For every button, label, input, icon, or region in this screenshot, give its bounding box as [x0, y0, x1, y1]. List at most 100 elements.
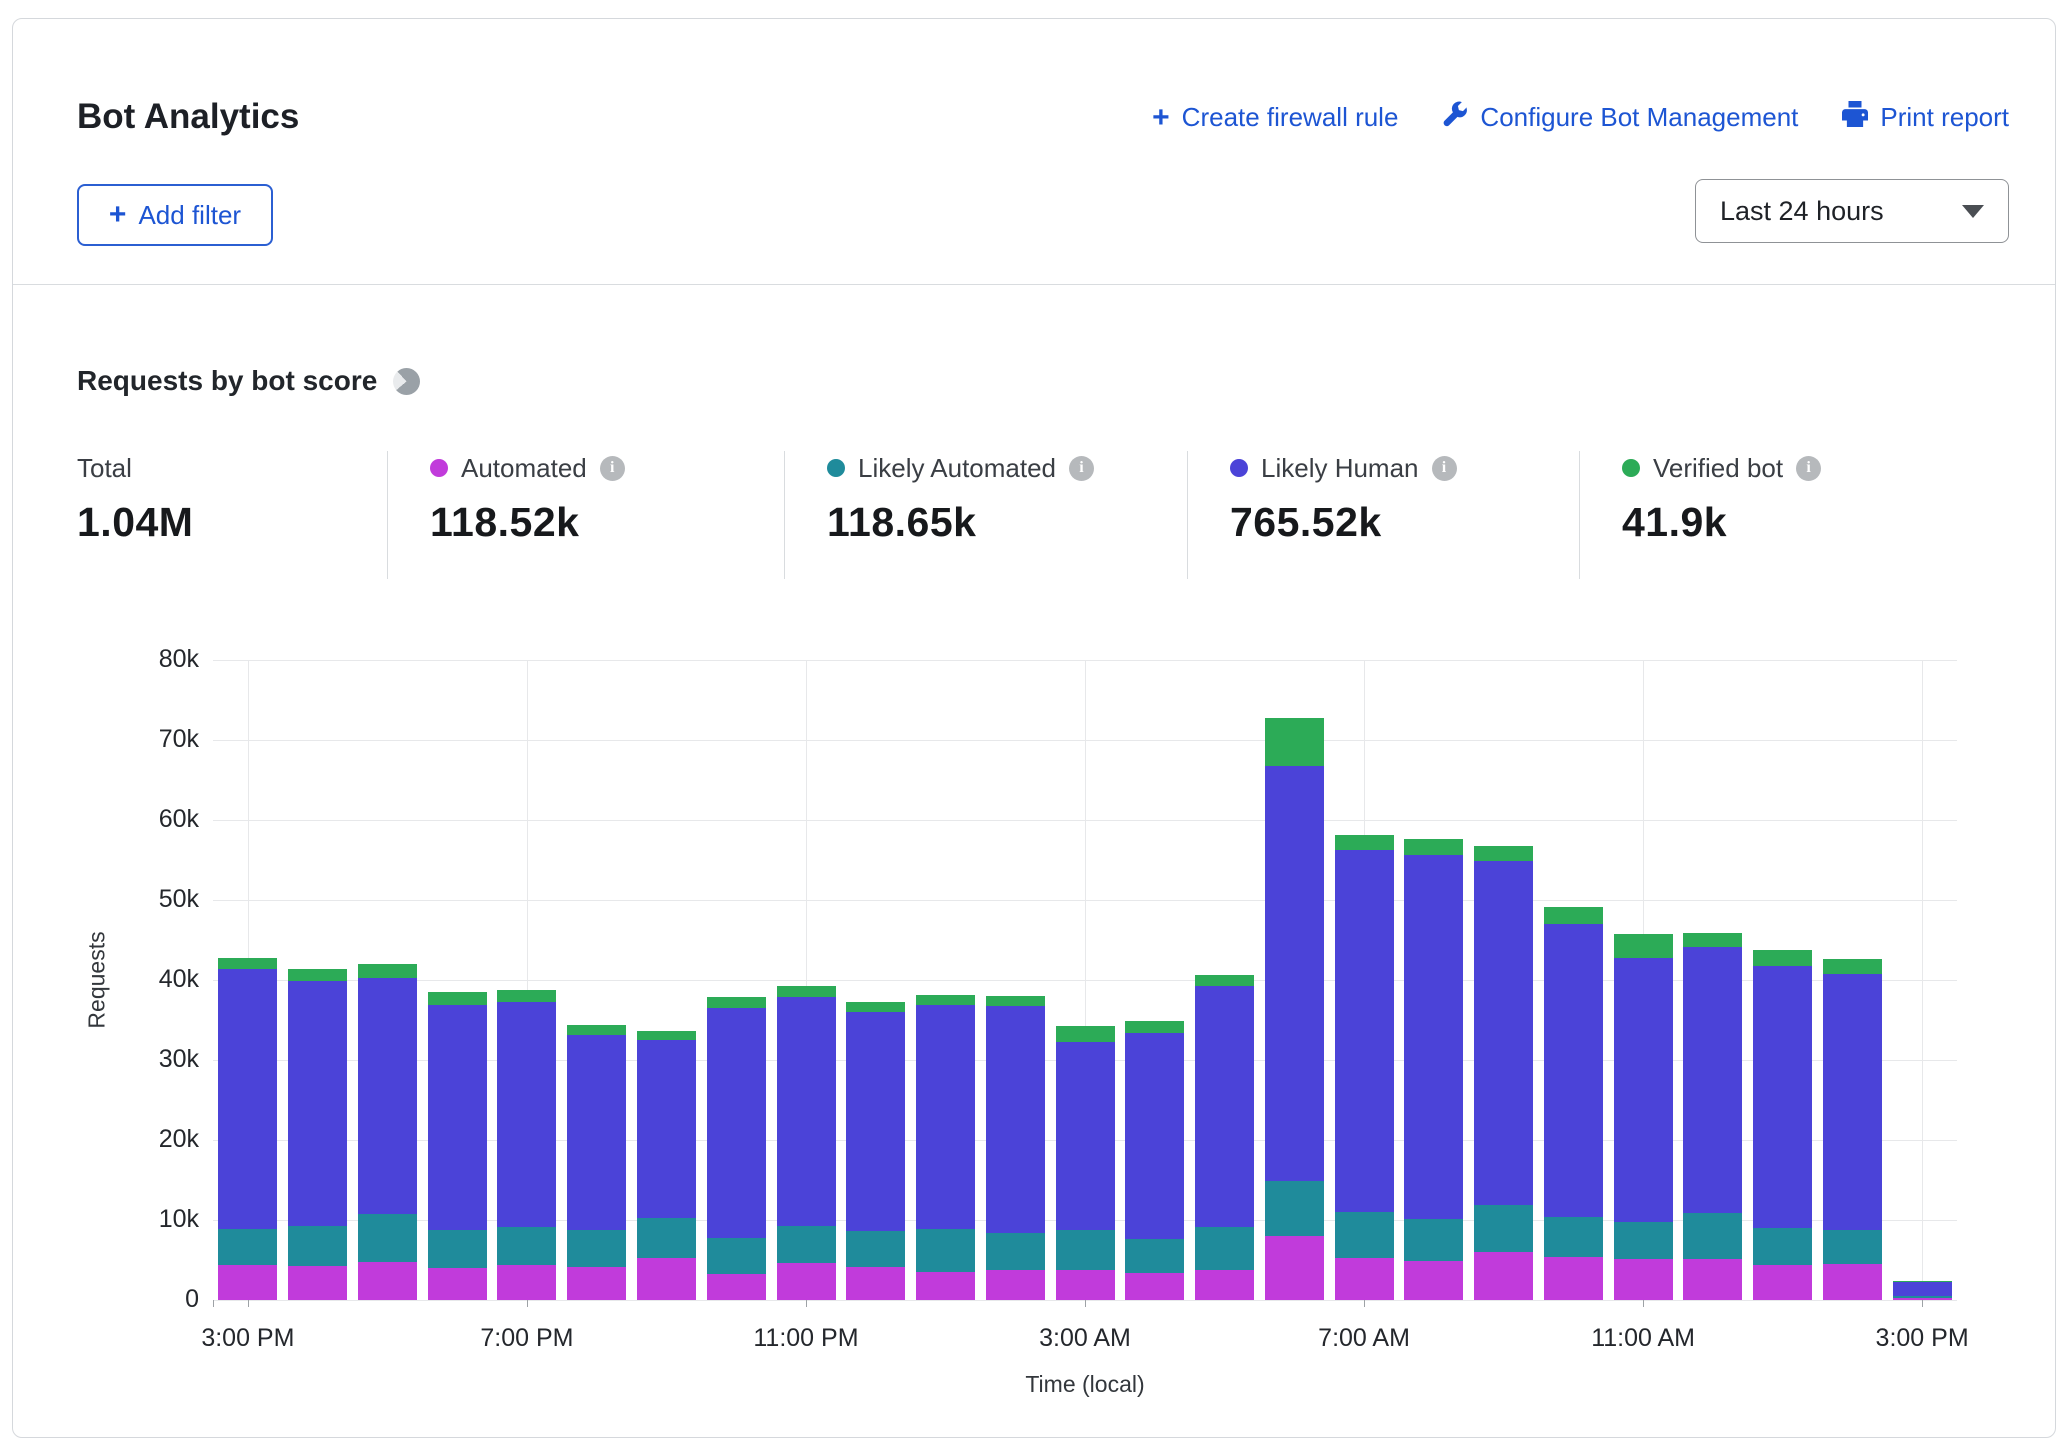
add-filter-button[interactable]: + Add filter [77, 184, 273, 246]
bar-segment-likely-automated [497, 1227, 556, 1265]
bar-segment-verified-bot [1544, 907, 1603, 924]
stacked-bar-hour-2[interactable] [358, 964, 417, 1300]
bar-segment-verified-bot [916, 995, 975, 1005]
bar-segment-likely-human [1614, 958, 1673, 1221]
bar-slot [422, 660, 492, 1300]
section-title: Requests by bot score [77, 365, 420, 397]
stacked-bar-hour-3[interactable] [428, 992, 487, 1300]
legend-dot [1622, 459, 1640, 477]
bar-slot [841, 660, 911, 1300]
bar-segment-likely-human [1265, 766, 1324, 1181]
info-icon[interactable]: i [1432, 456, 1457, 481]
stat-label: Likely Automated [858, 453, 1056, 484]
page-title: Bot Analytics [77, 97, 299, 137]
x-tick-label: 7:00 PM [480, 1324, 573, 1353]
bar-segment-verified-bot [567, 1025, 626, 1035]
y-tick-label: 30k [119, 1045, 199, 1074]
stacked-bar-hour-13[interactable] [1125, 1021, 1184, 1300]
stacked-bar-hour-20[interactable] [1614, 934, 1673, 1300]
stat-value: 41.9k [1622, 499, 1959, 546]
stacked-bar-hour-1[interactable] [288, 969, 347, 1300]
bar-segment-verified-bot [1823, 959, 1882, 973]
bar-segment-likely-human [1544, 924, 1603, 1217]
stacked-bar-hour-8[interactable] [777, 986, 836, 1300]
create-firewall-rule-link[interactable]: + Create firewall rule [1152, 102, 1398, 133]
info-icon[interactable]: i [600, 456, 625, 481]
bar-segment-likely-automated [707, 1238, 766, 1274]
stacked-bar-hour-7[interactable] [707, 997, 766, 1300]
bar-segment-verified-bot [777, 986, 836, 996]
stacked-bar-hour-21[interactable] [1683, 933, 1742, 1300]
bar-slot [1469, 660, 1539, 1300]
time-range-value: Last 24 hours [1720, 196, 1884, 227]
stacked-bar-hour-17[interactable] [1404, 839, 1463, 1300]
info-icon[interactable]: i [1069, 456, 1094, 481]
bar-slot [1608, 660, 1678, 1300]
info-icon[interactable]: i [1796, 456, 1821, 481]
bar-segment-likely-human [1474, 861, 1533, 1205]
bar-segment-likely-human [1683, 947, 1742, 1213]
y-tick-label: 10k [119, 1205, 199, 1234]
stacked-bar-hour-14[interactable] [1195, 975, 1254, 1300]
bar-segment-verified-bot [218, 958, 277, 969]
y-tick-label: 20k [119, 1125, 199, 1154]
stat-block-likely-automated: Likely Automatedi118.65k [784, 451, 1187, 579]
y-tick-label: 0 [119, 1285, 199, 1314]
bar-segment-automated [218, 1265, 277, 1300]
stacked-bar-hour-15[interactable] [1265, 718, 1324, 1300]
legend-dot [1230, 459, 1248, 477]
bar-segment-automated [1125, 1273, 1184, 1300]
stacked-bar-hour-12[interactable] [1056, 1026, 1115, 1300]
configure-bot-management-link[interactable]: Configure Bot Management [1442, 101, 1798, 134]
x-tick-label: 3:00 PM [1876, 1324, 1969, 1353]
plus-icon: + [1152, 103, 1170, 133]
bar-segment-likely-automated [567, 1230, 626, 1268]
bar-segment-automated [846, 1267, 905, 1300]
print-report-link[interactable]: Print report [1842, 101, 2009, 134]
stacked-bar-hour-9[interactable] [846, 1002, 905, 1300]
bar-segment-likely-human [1125, 1033, 1184, 1239]
stacked-bar-hour-22[interactable] [1753, 950, 1812, 1300]
bar-segment-likely-automated [777, 1226, 836, 1263]
bar-segment-verified-bot [1683, 933, 1742, 947]
stacked-bar-hour-6[interactable] [637, 1031, 696, 1300]
stacked-bar-hour-4[interactable] [497, 990, 556, 1300]
stacked-bar-hour-16[interactable] [1335, 835, 1394, 1300]
stacked-bar-hour-23[interactable] [1823, 959, 1882, 1300]
bars-container [213, 660, 1957, 1300]
bar-segment-automated [707, 1274, 766, 1300]
bar-segment-automated [428, 1268, 487, 1300]
requests-chart: 010k20k30k40k50k60k70k80k3:00 PM7:00 PM1… [213, 660, 1957, 1300]
bar-slot [1539, 660, 1609, 1300]
bar-slot [213, 660, 283, 1300]
stacked-bar-hour-10[interactable] [916, 995, 975, 1300]
bar-slot [1259, 660, 1329, 1300]
bar-slot [1329, 660, 1399, 1300]
stat-label-row: Total [77, 451, 387, 485]
stacked-bar-hour-24[interactable] [1893, 1281, 1952, 1300]
bar-segment-automated [1614, 1259, 1673, 1300]
bar-segment-likely-automated [1683, 1213, 1742, 1259]
bar-segment-likely-automated [1823, 1230, 1882, 1264]
configure-bot-management-label: Configure Bot Management [1480, 102, 1798, 133]
pie-chart-icon [393, 368, 420, 395]
stacked-bar-hour-11[interactable] [986, 996, 1045, 1300]
bar-segment-likely-automated [428, 1230, 487, 1268]
bar-segment-likely-human [916, 1005, 975, 1229]
bar-slot [1678, 660, 1748, 1300]
bar-segment-likely-human [1753, 966, 1812, 1228]
bar-slot [283, 660, 353, 1300]
bar-segment-likely-human [1404, 855, 1463, 1219]
time-range-dropdown[interactable]: Last 24 hours [1695, 179, 2009, 243]
bar-segment-likely-automated [1265, 1181, 1324, 1236]
stacked-bar-hour-19[interactable] [1544, 907, 1603, 1300]
stacked-bar-hour-0[interactable] [218, 958, 277, 1300]
stacked-bar-hour-18[interactable] [1474, 846, 1533, 1300]
bar-segment-likely-automated [1125, 1239, 1184, 1273]
header-divider [13, 284, 2055, 285]
bar-segment-automated [1823, 1264, 1882, 1300]
bar-segment-automated [637, 1258, 696, 1300]
stacked-bar-hour-5[interactable] [567, 1025, 626, 1300]
bar-segment-likely-automated [1753, 1228, 1812, 1265]
bar-segment-likely-automated [846, 1231, 905, 1267]
